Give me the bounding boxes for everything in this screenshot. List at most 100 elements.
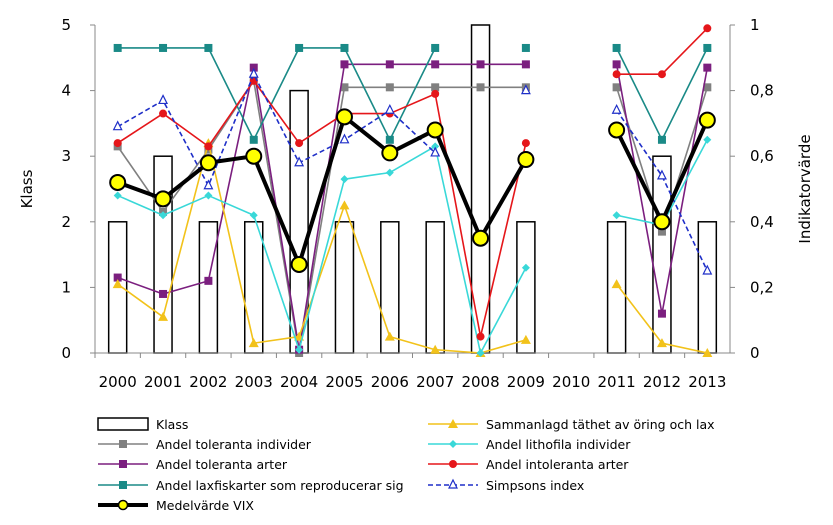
y-tick-left-label: 0	[61, 344, 71, 362]
point-andel-lithofila-individer-2001	[159, 211, 168, 220]
point-medelvärde-vix-2007	[426, 121, 444, 139]
point-andel-laxfiskarter-som-reproducerar-sig-2009	[521, 43, 530, 52]
point-andel-toleranta-arter-2006	[385, 60, 394, 69]
point-sammanlagd-täthet-av-öring-och-lax-2012	[656, 338, 667, 348]
x-tick-label-2008: 2008	[461, 373, 499, 391]
x-tick-label-2010: 2010	[552, 373, 590, 391]
point-andel-lithofila-individer-2004	[295, 345, 304, 354]
point-andel-toleranta-arter-2000	[113, 273, 122, 282]
y-axis-right-title: Indikatorvärde	[796, 134, 814, 243]
x-tick-label-2003: 2003	[235, 373, 273, 391]
point-sammanlagd-täthet-av-öring-och-lax-2011	[611, 279, 622, 289]
x-tick-label-2001: 2001	[144, 373, 182, 391]
legend-marker-andel-laxfiskarter-som-reproducerar-sig	[119, 481, 127, 489]
point-andel-intoleranta-arter-2009	[521, 139, 530, 148]
point-andel-toleranta-arter-2002	[204, 276, 213, 285]
point-andel-toleranta-arter-2011	[612, 60, 621, 69]
bar-klass-2005	[334, 221, 355, 354]
series-line-andel-lithofila-individer	[117, 145, 527, 354]
point-andel-intoleranta-arter-2000	[113, 139, 122, 148]
y-tick-right-label: 0	[750, 344, 760, 362]
point-simpsons-index-2005	[339, 133, 350, 144]
point-andel-intoleranta-arter-2011	[612, 70, 621, 79]
legend-label-simpsons-index: Simpsons index	[486, 478, 584, 493]
series-andel-laxfiskarter-som-reproducerar-sig	[113, 43, 712, 144]
point-andel-toleranta-individer-2006	[385, 83, 394, 92]
point-andel-lithofila-individer-2011	[612, 211, 621, 220]
series-line-andel-intoleranta-arter	[117, 79, 527, 338]
point-andel-intoleranta-arter-2001	[159, 109, 168, 118]
point-andel-lithofila-individer-2005	[340, 175, 349, 184]
series-line-simpsons-index	[615, 109, 709, 272]
legend-marker-andel-toleranta-individer	[119, 440, 127, 448]
point-andel-laxfiskarter-som-reproducerar-sig-2004	[295, 43, 304, 52]
legend-label-andel-laxfiskarter-som-reproducerar-sig: Andel laxfiskarter som reproducerar sig	[156, 478, 404, 493]
series-line-simpsons-index	[117, 73, 436, 187]
series-medelvärde-vix	[109, 108, 716, 273]
point-sammanlagd-täthet-av-öring-och-lax-2003	[248, 338, 259, 348]
point-andel-laxfiskarter-som-reproducerar-sig-2001	[159, 43, 168, 52]
point-medelvärde-vix-2009	[517, 150, 535, 168]
legend-swatch-klass	[97, 417, 149, 431]
point-sammanlagd-täthet-av-öring-och-lax-2009	[520, 334, 531, 344]
point-andel-intoleranta-arter-2004	[295, 139, 304, 148]
point-andel-intoleranta-arter-2002	[204, 142, 213, 151]
point-andel-intoleranta-arter-2012	[657, 70, 666, 79]
bar-klass-2001	[153, 155, 173, 354]
x-tick-label-2013: 2013	[688, 373, 726, 391]
point-andel-toleranta-arter-2003	[249, 63, 258, 72]
x-tick-label-2012: 2012	[643, 373, 681, 391]
legend-label-klass: Klass	[156, 417, 188, 432]
y-axis-left-title: Klass	[18, 169, 36, 208]
point-simpsons-index-2004	[294, 156, 305, 167]
series-line-sammanlagd-täthet-av-öring-och-lax	[117, 142, 527, 354]
point-simpsons-index-2012	[656, 169, 667, 180]
point-medelvärde-vix-2006	[381, 144, 399, 162]
series-simpsons-index	[112, 67, 713, 275]
bar-klass-2012	[652, 155, 672, 354]
point-andel-laxfiskarter-som-reproducerar-sig-2013	[703, 43, 712, 52]
axes-layer: 0 1 2 3 4 5 0 0,2 0,4 0,6 0,8 1 2000 2001 2002 2003 2004…	[18, 16, 814, 391]
point-medelvärde-vix-2011	[608, 121, 626, 139]
bar-klass-2013	[697, 221, 718, 354]
y-tick-right-label: 0,2	[750, 278, 774, 296]
point-andel-toleranta-arter-2008	[476, 60, 485, 69]
series-line-andel-toleranta-individer	[117, 79, 526, 354]
y-tick-right-label: 0,6	[750, 147, 774, 165]
legend-marker-sammanlagd-täthet-av-öring-och-lax	[448, 419, 458, 428]
y-tick-right-label: 1	[750, 16, 760, 34]
point-andel-laxfiskarter-som-reproducerar-sig-2012	[657, 135, 666, 144]
x-tick-label-2007: 2007	[416, 373, 454, 391]
x-tick-label-2011: 2011	[598, 373, 636, 391]
point-andel-lithofila-individer-2006	[385, 168, 394, 177]
legend-marker-andel-toleranta-arter	[119, 460, 127, 468]
series-line-andel-laxfiskarter-som-reproducerar-sig	[615, 47, 709, 141]
y-tick-left-label: 3	[61, 147, 71, 165]
point-sammanlagd-täthet-av-öring-och-lax-2005	[339, 200, 350, 210]
point-simpsons-index-2009	[520, 84, 531, 95]
point-andel-toleranta-individer-2007	[431, 83, 440, 92]
bar-klass-2009	[516, 221, 536, 354]
point-andel-intoleranta-arter-2013	[703, 24, 712, 33]
legend-label-andel-toleranta-individer: Andel toleranta individer	[156, 437, 312, 452]
series-line-andel-laxfiskarter-som-reproducerar-sig	[117, 47, 436, 141]
point-simpsons-index-2011	[611, 103, 622, 114]
y-tick-right-label: 0,4	[750, 213, 774, 231]
point-simpsons-index-2002	[203, 179, 214, 190]
legend-label-andel-toleranta-arter: Andel toleranta arter	[156, 457, 288, 472]
point-medelvärde-vix-2003	[245, 147, 263, 165]
point-andel-lithofila-individer-2009	[521, 263, 530, 272]
point-simpsons-index-2007	[430, 146, 441, 157]
point-simpsons-index-2003	[248, 67, 259, 78]
y-tick-right-label: 0,8	[750, 82, 774, 100]
point-simpsons-index-2006	[384, 103, 395, 114]
point-andel-toleranta-individer-2011	[612, 83, 621, 92]
point-andel-toleranta-individer-2012	[657, 227, 666, 236]
point-andel-lithofila-individer-2007	[431, 142, 440, 151]
point-simpsons-index-2001	[158, 94, 169, 105]
x-tick-label-2006: 2006	[371, 373, 409, 391]
y-tick-left-label: 1	[61, 278, 71, 296]
point-andel-laxfiskarter-som-reproducerar-sig-2011	[612, 43, 621, 52]
bar-klass-2002	[198, 221, 219, 354]
